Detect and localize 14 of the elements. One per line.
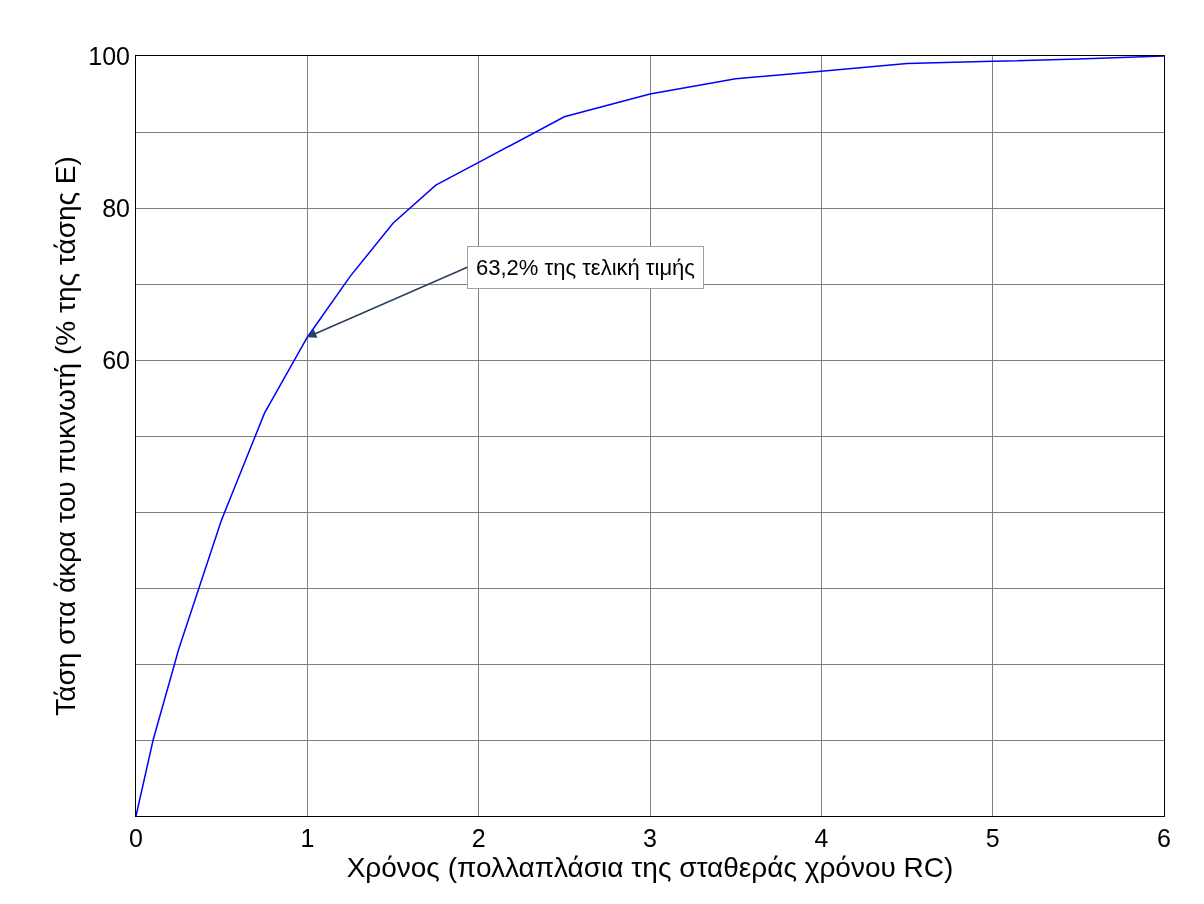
line-series: [136, 56, 1164, 816]
x-tick-label: 2: [471, 824, 486, 852]
x-tick-label: 5: [985, 824, 1000, 852]
x-axis-title: Χρόνος (πολλαπλάσια της σταθεράς χρόνου RC): [346, 852, 954, 883]
y-tick-label: 80: [102, 193, 130, 222]
y-tick-label: 60: [102, 345, 130, 374]
annotation: 63,2% της τελική τιμής: [476, 255, 695, 280]
x-tick-label: 4: [814, 824, 829, 852]
x-tick-label: 3: [643, 824, 657, 852]
y-tick-label: 100: [88, 41, 130, 70]
y-axis-title: Τάση στα άκρα του πυκνωτή (% της τάσης Ε): [49, 156, 81, 716]
x-tick-label: 6: [1157, 824, 1171, 852]
x-tick-label: 1: [300, 824, 315, 852]
x-tick-label: 0: [129, 824, 143, 852]
